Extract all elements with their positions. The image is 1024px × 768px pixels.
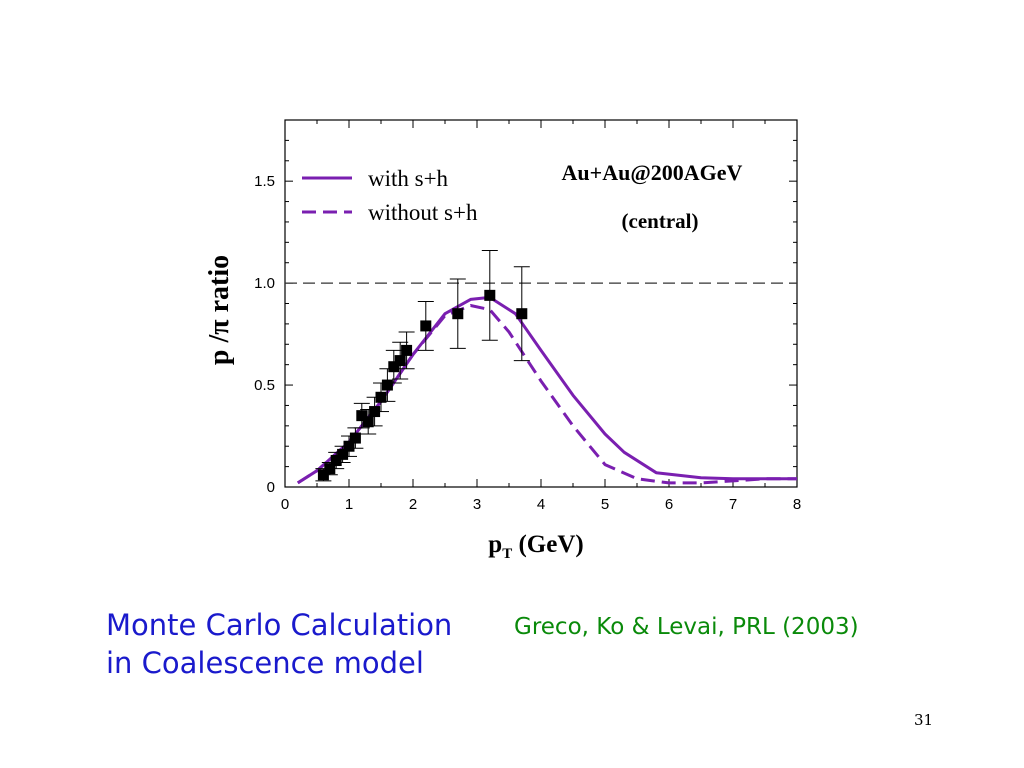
x-axis-label-sub: T [502,546,512,562]
data-point [343,440,355,452]
data-point [349,432,361,444]
x-tick-label: 5 [601,496,609,513]
x-tick-label: 0 [281,496,289,513]
x-tick-label: 7 [729,496,737,513]
x-axis-label-unit: (GeV) [512,531,584,558]
x-tick-label: 8 [793,496,801,513]
x-axis-label-main: p [488,531,502,558]
data-point [394,355,406,367]
legend-label-with: with s+h [368,166,449,191]
caption-line-2: in Coalescence model [106,646,424,680]
data-point [375,391,387,403]
points-layer [315,249,530,482]
y-axis-label: p /π ratio [204,255,235,365]
y-tick-label: 1.0 [254,275,275,292]
y-tick-label: 0 [267,479,275,496]
data-point [516,308,528,320]
data-point [356,410,368,422]
annotation-centrality: (central) [622,209,699,233]
data-point [484,289,496,301]
data-point [420,320,432,332]
data-point [337,448,349,460]
curve-without-sh [296,304,797,485]
x-tick-label: 2 [409,496,417,513]
data-point [401,344,413,356]
curves-layer [296,295,797,485]
x-tick-label: 3 [473,496,481,513]
caption-line-1: Monte Carlo Calculation [106,608,453,642]
y-tick-label: 1.5 [254,173,275,190]
y-tick-label: 0.5 [254,377,275,394]
legend: with s+h without s+h [302,166,478,225]
citation: Greco, Ko & Levai, PRL (2003) [514,614,859,640]
data-point [330,454,342,466]
data-point [381,379,393,391]
data-point [362,416,374,428]
x-axis-label: pT (GeV) [488,531,583,562]
x-tick-label: 6 [665,496,673,513]
data-point [388,361,400,373]
data-point [452,308,464,320]
caption: Monte Carlo Calculation in Coalescence m… [106,606,452,682]
x-tick-label: 1 [345,496,353,513]
page-number: 31 [914,711,934,729]
ticks-layer: 0 1 2 3 4 5 6 7 8 0 0.5 1.0 1.5 [254,120,801,513]
legend-label-without: without s+h [368,200,478,225]
x-tick-label: 4 [537,496,545,513]
annotation-system: Au+Au@200AGeV [562,160,743,185]
